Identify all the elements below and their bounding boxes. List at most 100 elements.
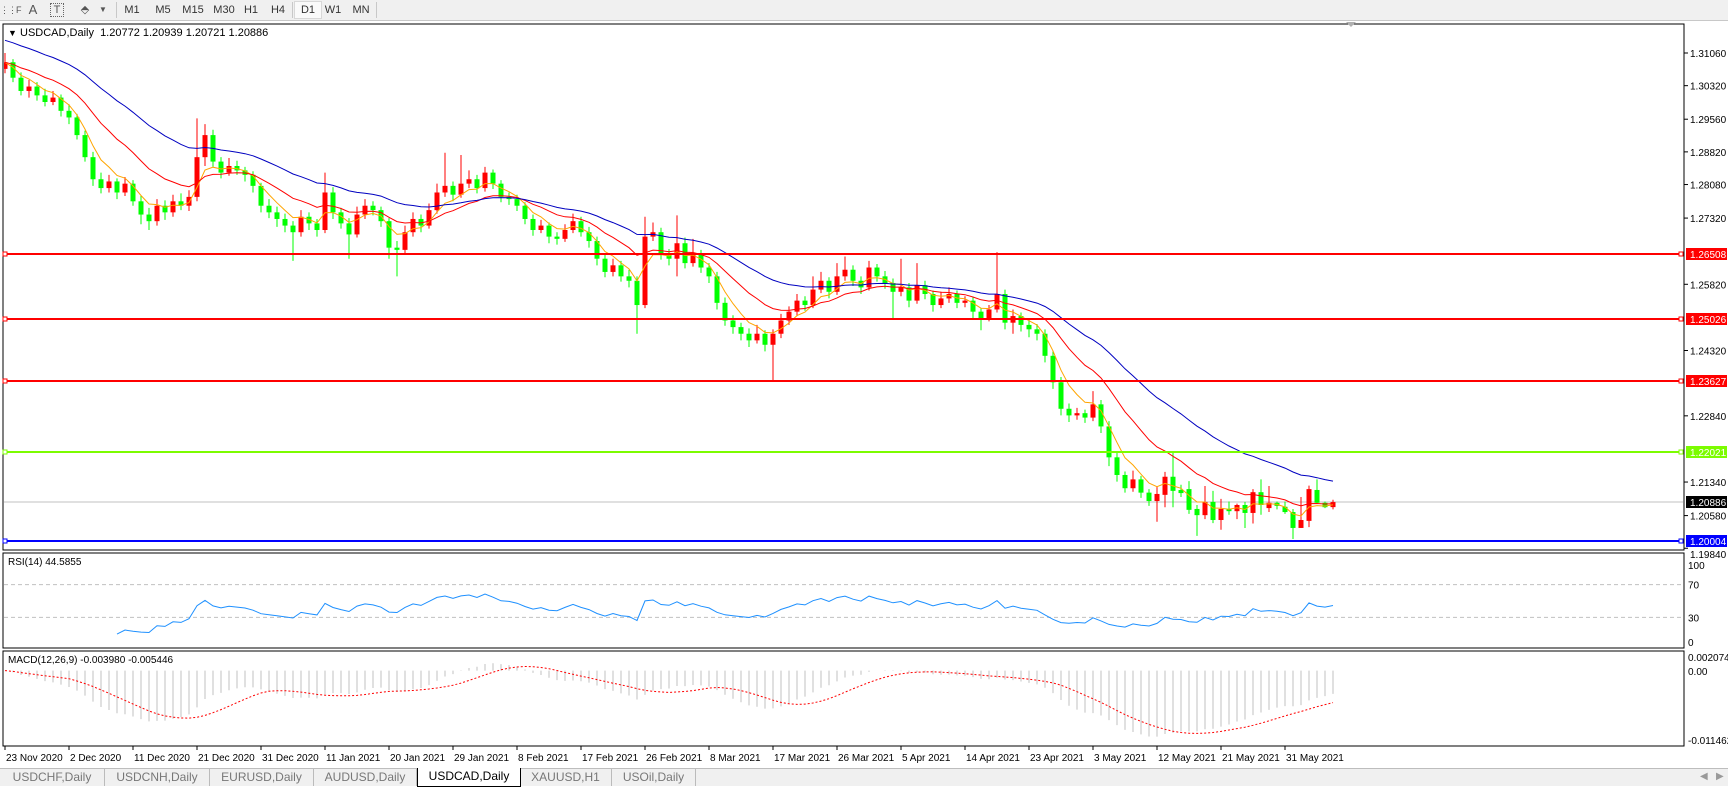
timeframe-m15[interactable]: M15 (182, 4, 204, 16)
grid-icon[interactable]: ⋮⋮F (0, 5, 22, 15)
date-axis-label: 3 May 2021 (1094, 753, 1147, 764)
candle-body (1210, 501, 1216, 521)
collapse-triangle-icon[interactable]: ▼ (8, 28, 17, 38)
candle-body (738, 327, 744, 334)
candle-body (26, 86, 32, 91)
text-icon[interactable]: A (28, 2, 38, 17)
candle-body (1138, 479, 1144, 493)
scroll-right-icon[interactable]: ▶ (1716, 771, 1724, 782)
candle-body (1258, 492, 1264, 505)
price-axis-label: 1.20580 (1690, 512, 1727, 523)
timeframe-h4[interactable]: H4 (270, 4, 286, 16)
moving-average-medium (4, 61, 1334, 507)
candle-body (154, 205, 160, 222)
timeframe-m1[interactable]: M1 (124, 4, 140, 16)
candle-body (754, 333, 760, 341)
candle-body (466, 179, 472, 184)
tab-usdcad-daily[interactable]: USDCAD,Daily (417, 768, 521, 787)
candle-body (562, 230, 568, 239)
candle-body (290, 225, 296, 233)
date-axis-label: 26 Feb 2021 (646, 753, 703, 764)
price-axis-label: 1.28820 (1690, 148, 1727, 159)
candle-body (402, 232, 408, 250)
line-anchor-handle[interactable] (1678, 316, 1684, 322)
scroll-left-icon[interactable]: ◀ (1700, 771, 1708, 782)
line-anchor-handle[interactable] (1678, 378, 1684, 384)
tab-usdchf-daily[interactable]: USDCHF,Daily (0, 769, 105, 786)
candle-body (146, 214, 152, 222)
rsi-axis-label: 0 (1688, 638, 1694, 649)
candle-body (450, 185, 456, 195)
candle-body (634, 280, 640, 306)
timeframe-m5[interactable]: M5 (155, 4, 171, 16)
text-label-icon[interactable]: T (50, 3, 64, 17)
candle-body (1186, 489, 1192, 510)
candle-body (178, 201, 184, 206)
timeframe-h1[interactable]: H1 (243, 4, 259, 16)
line-anchor-handle[interactable] (2, 449, 8, 455)
candle-body (354, 214, 360, 235)
price-axis-label: 1.25820 (1690, 280, 1727, 291)
timeframe-m30[interactable]: M30 (213, 4, 235, 16)
line-anchor-handle[interactable] (2, 316, 8, 322)
toolbar-separator (376, 2, 377, 18)
price-line-label-bg (1686, 248, 1727, 260)
candle-body (1194, 508, 1200, 516)
line-anchor-handle[interactable] (1678, 251, 1684, 257)
candle-body (1330, 502, 1336, 508)
price-axis-label: 1.21340 (1690, 478, 1727, 489)
candle-body (1250, 492, 1256, 513)
candle-body (1322, 502, 1328, 508)
macd-panel[interactable] (2, 650, 1685, 747)
candle-body (1002, 294, 1008, 323)
candle-body (1098, 404, 1104, 427)
candle-body (138, 201, 144, 215)
price-axis-label: 1.24320 (1690, 347, 1727, 358)
candle-body (778, 320, 784, 334)
rsi-panel[interactable] (2, 552, 1685, 649)
candle-body (570, 221, 576, 231)
chart-window[interactable]: ▼ USDCAD,Daily 1.20772 1.20939 1.20721 1… (0, 0, 1728, 768)
candle-body (338, 212, 344, 224)
tab-xauusd-h1[interactable]: XAUUSD,H1 (520, 769, 612, 786)
candle-body (986, 309, 992, 319)
line-anchor-handle[interactable] (2, 378, 8, 384)
tab-usdcnh-daily[interactable]: USDCNH,Daily (105, 769, 210, 786)
line-anchor-handle[interactable] (2, 538, 8, 544)
candle-body (586, 232, 592, 242)
candle-body (930, 294, 936, 306)
line-anchor-handle[interactable] (2, 251, 8, 257)
candle-body (90, 157, 96, 180)
candle-body (34, 86, 40, 96)
main-chart-panel[interactable] (2, 23, 1685, 551)
price-axis-label: 1.19840 (1690, 550, 1727, 561)
timeframe-mn[interactable]: MN (352, 4, 370, 16)
line-anchor-handle[interactable] (1678, 449, 1684, 455)
tab-usoil-daily[interactable]: USOil,Daily (612, 769, 696, 786)
tab-audusd-daily[interactable]: AUDUSD,Daily (314, 769, 417, 786)
candle-body (418, 218, 424, 226)
candle-body (746, 333, 752, 341)
chart-shift-marker-icon[interactable] (1346, 22, 1356, 27)
candle-body (538, 225, 544, 231)
candle-body (1178, 489, 1184, 494)
date-axis-label: 17 Feb 2021 (582, 753, 639, 764)
timeframe-w1[interactable]: W1 (324, 4, 342, 16)
tab-eurusd-daily[interactable]: EURUSD,Daily (210, 769, 314, 786)
candle-body (306, 216, 312, 224)
timeframe-d1[interactable]: D1 (294, 1, 322, 19)
candle-body (386, 221, 392, 248)
candle-body (626, 276, 632, 281)
date-axis-label: 11 Dec 2020 (134, 753, 190, 764)
rsi-axis-label: 30 (1688, 613, 1700, 624)
line-anchor-handle[interactable] (1678, 538, 1684, 544)
date-axis-label: 31 May 2021 (1286, 753, 1344, 764)
candle-body (1082, 413, 1088, 418)
arrows-icon[interactable]: ⬘ (80, 4, 90, 16)
chevron-down-icon[interactable]: ▼ (99, 5, 107, 14)
candle-body (298, 216, 304, 233)
macd-axis-label: 0.002074 (1688, 653, 1728, 664)
candle-body (362, 205, 368, 215)
candle-body (794, 300, 800, 312)
candle-body (1170, 476, 1176, 491)
